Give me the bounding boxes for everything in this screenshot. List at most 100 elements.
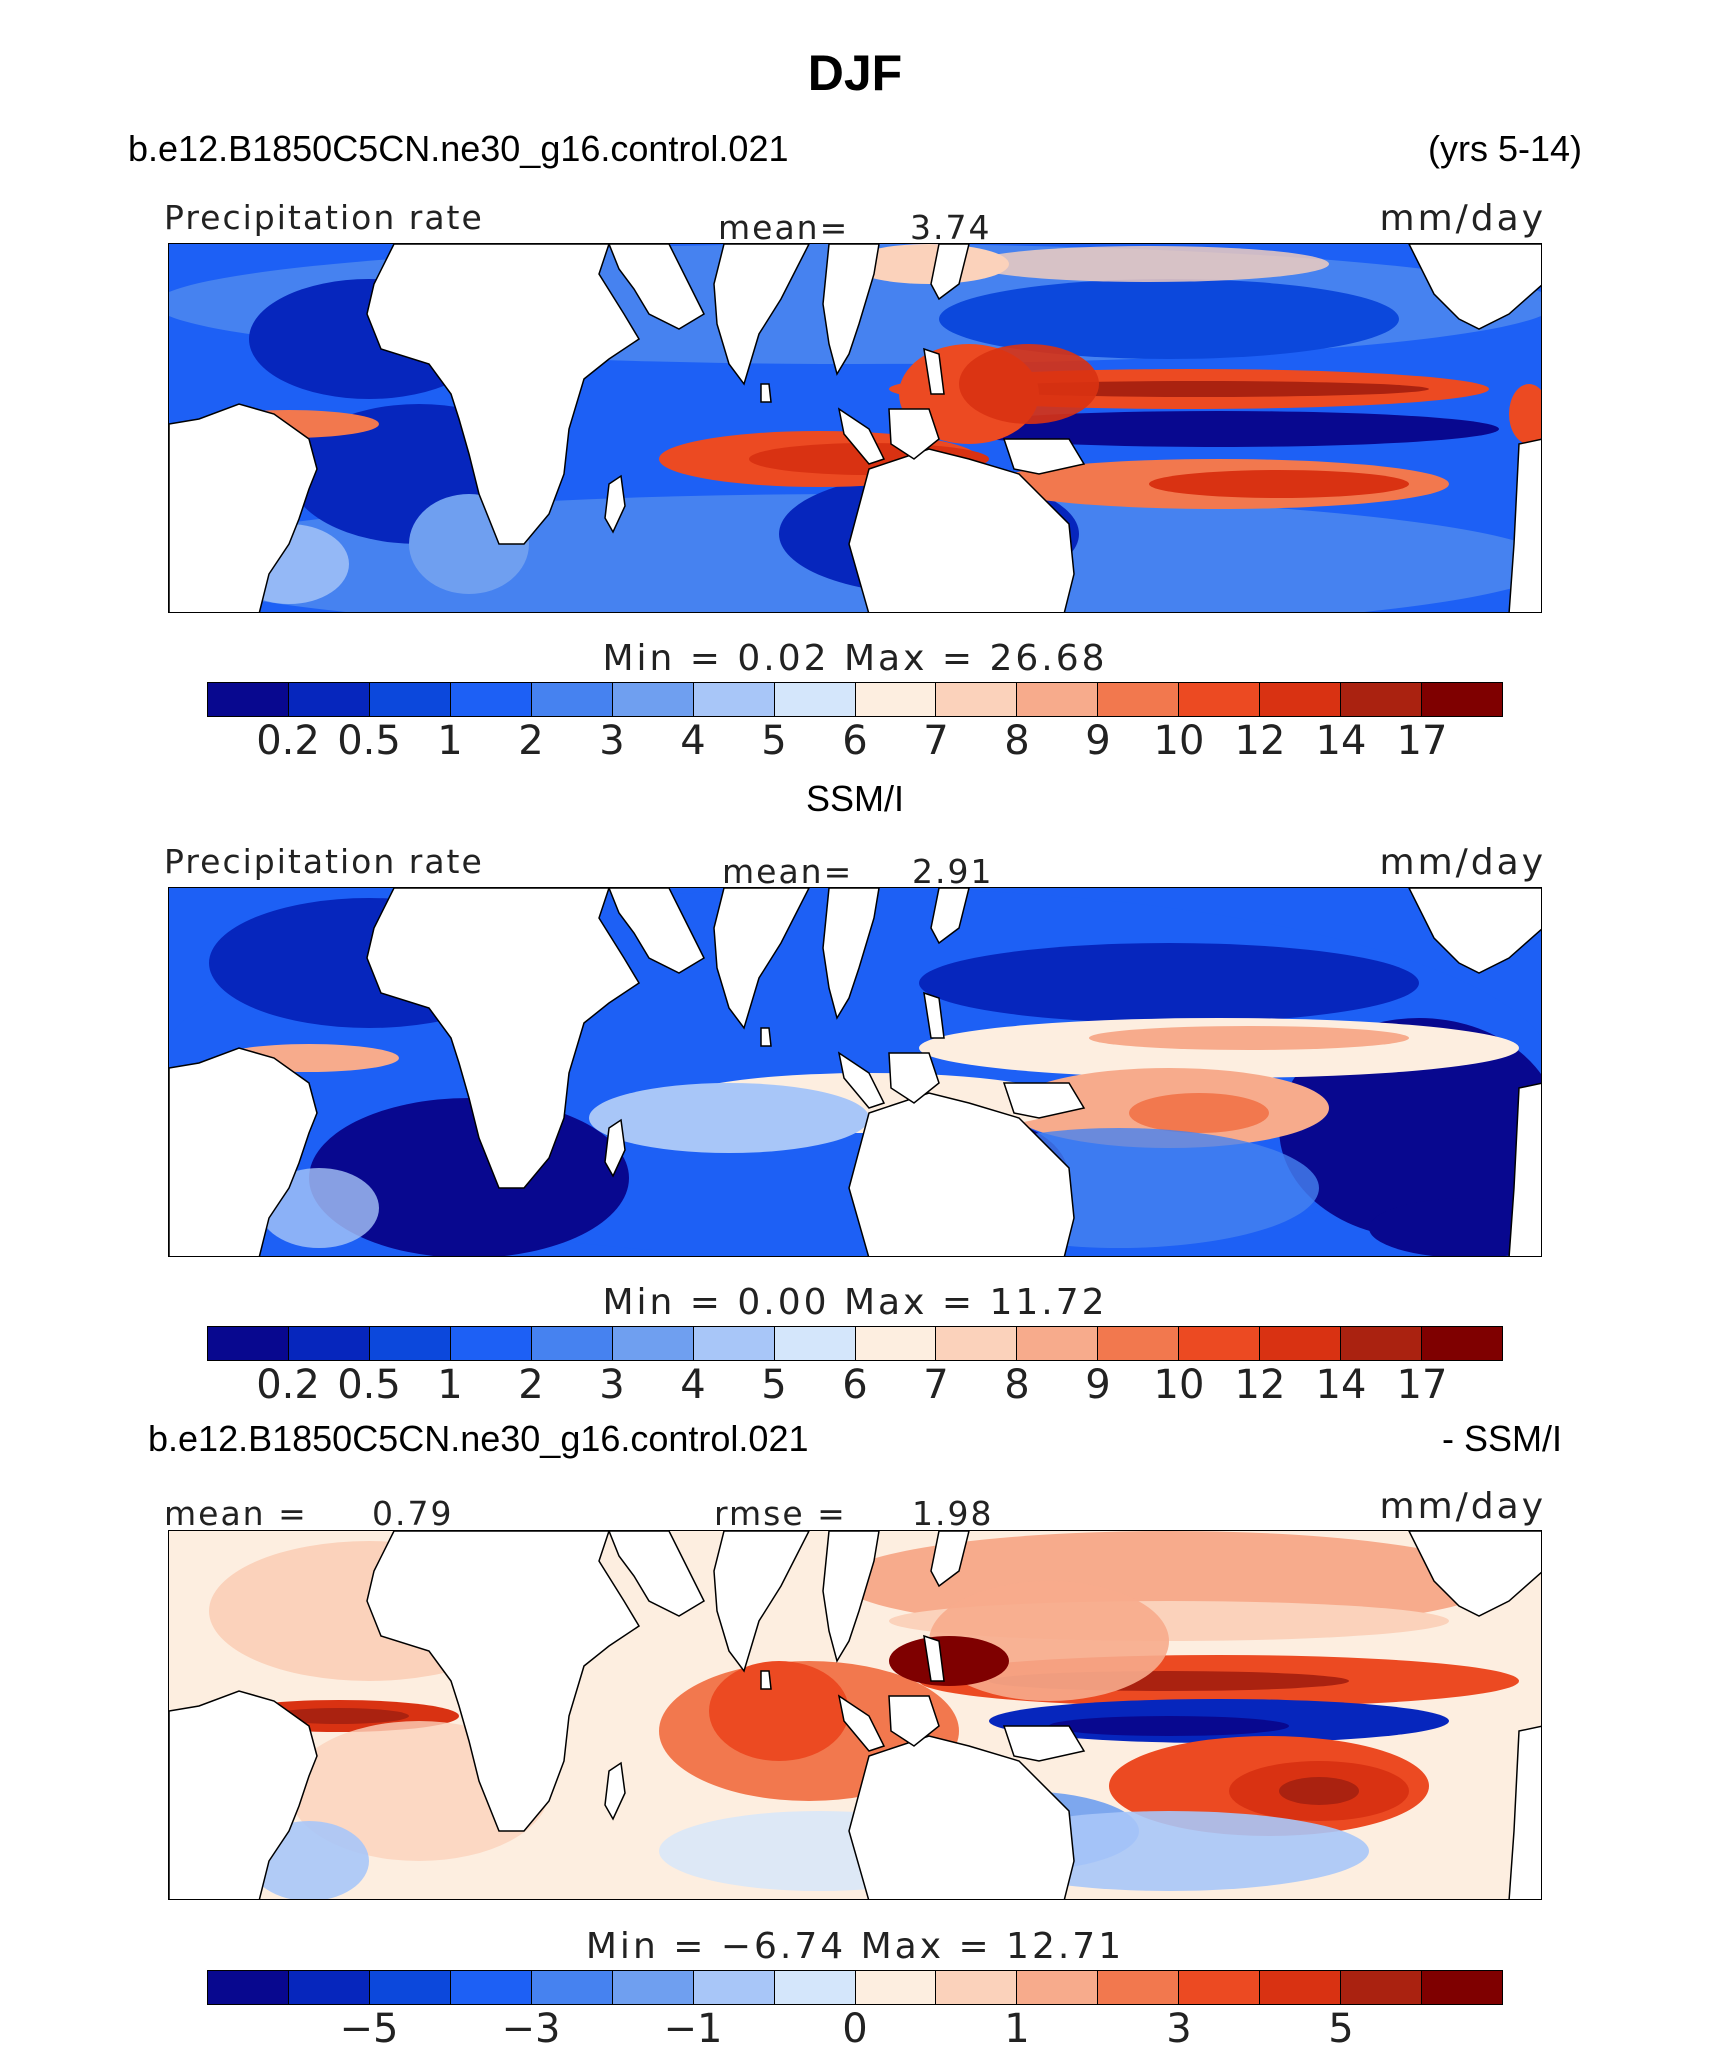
south-america-east-land [1508,1082,1541,1256]
field-contour [889,1636,1009,1686]
field-contour [1129,1093,1269,1133]
panel1-colorbar [207,682,1503,717]
colorbar-tick-label: 3 [1166,2006,1192,2052]
field-contour [849,244,1009,284]
panel1-units: mm/day [1379,198,1546,239]
colorbar-swatch [1098,1971,1180,2004]
colorbar-tick-label: 2 [518,718,544,764]
colorbar-swatch [450,683,532,716]
japan-land [930,888,970,945]
colorbar-swatch [1098,683,1180,716]
south-america-land [169,403,318,612]
colorbar-swatch [1422,1327,1502,1360]
india-land [713,244,810,386]
sri-lanka-land [760,1027,772,1047]
panel3-mean-value: 0.79 [372,1494,454,1533]
south-america-east-land [1508,438,1541,612]
field-contour [709,1661,849,1761]
field-contour [589,1083,869,1153]
colorbar-swatch [1179,1327,1261,1360]
panel1-variable-label: Precipitation rate [164,198,484,237]
panel2-units: mm/day [1379,842,1546,883]
colorbar-swatch [288,1327,370,1360]
philippines-land [923,991,945,1039]
panel3-subtitle-left: b.e12.B1850C5CN.ne30_g16.control.021 [148,1418,809,1459]
colorbar-swatch [612,1971,694,2004]
panel3-map [168,1530,1542,1900]
colorbar-swatch [693,683,775,716]
colorbar-swatch [1017,683,1099,716]
colorbar-tick-label: 12 [1234,718,1286,764]
colorbar-tick-label: 5 [761,1362,787,1408]
colorbar-swatch [369,1327,451,1360]
indochina-land [822,888,880,1020]
colorbar-swatch [208,1327,289,1360]
colorbar-tick-label: 3 [599,1362,625,1408]
colorbar-swatch [531,683,613,716]
sumatra-land [837,1694,886,1752]
field-contour [1089,1026,1409,1050]
colorbar-swatch [1179,683,1261,716]
new-guinea-land [1002,438,1086,475]
colorbar-tick-label: 0.5 [337,718,401,764]
colorbar-tick-label: 1 [437,718,463,764]
colorbar-tick-label: 8 [1004,718,1030,764]
colorbar-swatch [774,1327,856,1360]
colorbar-swatch [531,1327,613,1360]
arabia-land [608,888,705,974]
africa-land [366,888,641,1189]
colorbar-swatch [693,1327,775,1360]
panel3-rmse-value: 1.98 [912,1494,994,1533]
colorbar-swatch [1260,1327,1342,1360]
colorbar-swatch [1017,1327,1099,1360]
field-contour [969,246,1329,282]
colorbar-tick-label: 7 [923,718,949,764]
panel3-rmse-label: rmse = [714,1494,847,1533]
madagascar-land [604,1761,626,1821]
field-contour [1509,384,1541,444]
page-title: DJF [807,45,903,101]
colorbar-swatch [1422,683,1502,716]
colorbar-swatch [1341,1327,1423,1360]
colorbar-swatch [450,1327,532,1360]
central-america-land [1408,1531,1541,1617]
colorbar-swatch [936,683,1018,716]
colorbar-tick-label: −3 [501,2006,561,2052]
south-america-land [169,1690,318,1899]
borneo-land [888,408,940,460]
colorbar-swatch [1098,1327,1180,1360]
colorbar-tick-label: 4 [680,1362,706,1408]
colorbar-swatch [855,1327,937,1360]
colorbar-swatch [288,683,370,716]
colorbar-tick-label: 9 [1085,718,1111,764]
colorbar-tick-label: 3 [599,718,625,764]
colorbar-tick-label: 10 [1153,1362,1205,1408]
colorbar-tick-label: 7 [923,1362,949,1408]
colorbar-tick-label: 9 [1085,1362,1111,1408]
australia-land [848,1092,1075,1256]
field-contour [919,943,1419,1023]
colorbar-tick-label: 17 [1396,718,1448,764]
colorbar-tick-label: 0.2 [256,718,320,764]
colorbar-tick-label: 5 [761,718,787,764]
panel2-colorbar-ticks: 0.2 0.5 1 2 3 4 5 6 7 8 9 10 12 14 17 [0,1362,1710,1412]
japan-land [930,244,970,301]
colorbar-swatch [1422,1971,1502,2004]
panel3-mean-label: mean = [164,1494,308,1533]
panel2-subtitle: SSM/I [805,778,904,819]
colorbar-swatch [288,1971,370,2004]
arabia-land [608,1531,705,1617]
colorbar-swatch [208,1971,289,2004]
years-label: (yrs 5-14) [1427,128,1582,169]
africa-land [366,244,641,545]
borneo-land [888,1695,940,1747]
field-contour [1049,1716,1289,1736]
colorbar-tick-label: −1 [663,2006,723,2052]
colorbar-swatch [774,1971,856,2004]
colorbar-tick-label: 4 [680,718,706,764]
new-guinea-land [1002,1082,1086,1119]
panel3-colorbar-ticks: −5 −3 −1 0 1 3 5 [0,2006,1710,2056]
colorbar-tick-label: 6 [842,718,868,764]
field-contour [1279,1777,1359,1805]
colorbar-tick-label: 0.2 [256,1362,320,1408]
